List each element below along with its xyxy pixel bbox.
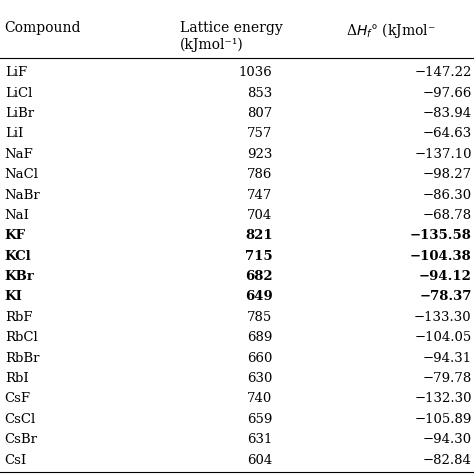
Text: −94.30: −94.30 (422, 433, 472, 446)
Text: LiF: LiF (5, 66, 27, 79)
Text: CsCl: CsCl (5, 413, 36, 426)
Text: −79.78: −79.78 (422, 372, 472, 385)
Text: −86.30: −86.30 (422, 189, 472, 201)
Text: Δ$H$$_f$° (kJmol⁻: Δ$H$$_f$° (kJmol⁻ (346, 21, 436, 40)
Text: RbBr: RbBr (5, 352, 39, 365)
Text: 740: 740 (247, 392, 273, 405)
Text: 659: 659 (247, 413, 273, 426)
Text: −97.66: −97.66 (422, 87, 472, 100)
Text: −82.84: −82.84 (423, 454, 472, 466)
Text: 757: 757 (247, 128, 273, 140)
Text: 807: 807 (247, 107, 273, 120)
Text: 923: 923 (247, 148, 273, 161)
Text: 660: 660 (247, 352, 273, 365)
Text: KCl: KCl (5, 250, 31, 263)
Text: NaF: NaF (5, 148, 34, 161)
Text: CsF: CsF (5, 392, 31, 405)
Text: −104.38: −104.38 (410, 250, 472, 263)
Text: −78.37: −78.37 (419, 291, 472, 303)
Text: 853: 853 (247, 87, 273, 100)
Text: CsBr: CsBr (5, 433, 38, 446)
Text: 715: 715 (245, 250, 273, 263)
Text: −137.10: −137.10 (414, 148, 472, 161)
Text: −132.30: −132.30 (414, 392, 472, 405)
Text: −83.94: −83.94 (422, 107, 472, 120)
Text: 747: 747 (247, 189, 273, 201)
Text: −94.31: −94.31 (422, 352, 472, 365)
Text: −104.05: −104.05 (414, 331, 472, 344)
Text: 604: 604 (247, 454, 273, 466)
Text: LiI: LiI (5, 128, 23, 140)
Text: −94.12: −94.12 (419, 270, 472, 283)
Text: −105.89: −105.89 (414, 413, 472, 426)
Text: LiBr: LiBr (5, 107, 34, 120)
Text: −135.58: −135.58 (410, 229, 472, 242)
Text: RbI: RbI (5, 372, 28, 385)
Text: NaCl: NaCl (5, 168, 39, 181)
Text: RbF: RbF (5, 311, 32, 324)
Text: Lattice energy
(kJmol⁻¹): Lattice energy (kJmol⁻¹) (180, 21, 283, 52)
Text: NaI: NaI (5, 209, 30, 222)
Text: −98.27: −98.27 (422, 168, 472, 181)
Text: Compound: Compound (5, 21, 81, 36)
Text: 631: 631 (247, 433, 273, 446)
Text: 786: 786 (247, 168, 273, 181)
Text: 689: 689 (247, 331, 273, 344)
Text: −68.78: −68.78 (422, 209, 472, 222)
Text: CsI: CsI (5, 454, 27, 466)
Text: 1036: 1036 (239, 66, 273, 79)
Text: LiCl: LiCl (5, 87, 32, 100)
Text: 821: 821 (245, 229, 273, 242)
Text: KI: KI (5, 291, 23, 303)
Text: KBr: KBr (5, 270, 35, 283)
Text: RbCl: RbCl (5, 331, 37, 344)
Text: −133.30: −133.30 (414, 311, 472, 324)
Text: NaBr: NaBr (5, 189, 40, 201)
Text: 785: 785 (247, 311, 273, 324)
Text: KF: KF (5, 229, 26, 242)
Text: −147.22: −147.22 (414, 66, 472, 79)
Text: 682: 682 (245, 270, 273, 283)
Text: 704: 704 (247, 209, 273, 222)
Text: 630: 630 (247, 372, 273, 385)
Text: 649: 649 (245, 291, 273, 303)
Text: −64.63: −64.63 (422, 128, 472, 140)
